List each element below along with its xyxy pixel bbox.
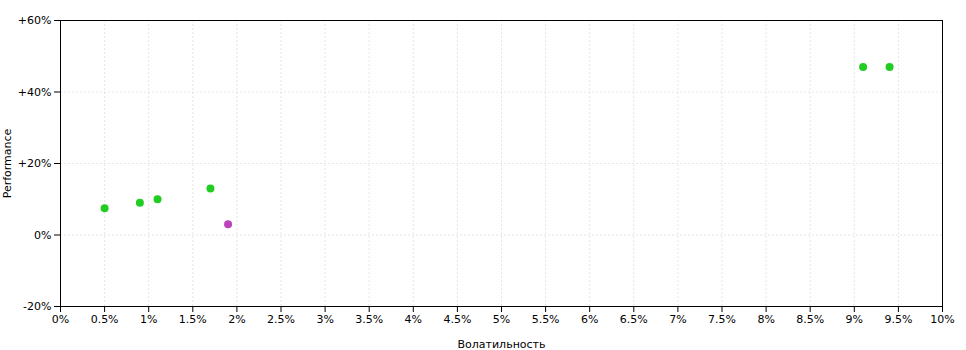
- svg-text:4%: 4%: [405, 313, 422, 326]
- svg-text:+60%: +60%: [18, 14, 52, 27]
- svg-text:8.5%: 8.5%: [796, 313, 824, 326]
- svg-text:9%: 9%: [846, 313, 863, 326]
- svg-text:6.5%: 6.5%: [620, 313, 648, 326]
- svg-text:Performance: Performance: [1, 128, 14, 198]
- svg-text:+40%: +40%: [18, 86, 52, 99]
- svg-text:9.5%: 9.5%: [884, 313, 912, 326]
- svg-text:+20%: +20%: [18, 157, 52, 170]
- svg-text:1.5%: 1.5%: [179, 313, 207, 326]
- svg-text:1%: 1%: [140, 313, 157, 326]
- svg-text:-20%: -20%: [23, 300, 51, 313]
- svg-text:2%: 2%: [228, 313, 245, 326]
- svg-text:7.5%: 7.5%: [708, 313, 736, 326]
- svg-text:5.5%: 5.5%: [532, 313, 560, 326]
- svg-text:8%: 8%: [757, 313, 774, 326]
- svg-text:2.5%: 2.5%: [267, 313, 295, 326]
- svg-text:4.5%: 4.5%: [443, 313, 471, 326]
- svg-text:0.5%: 0.5%: [91, 313, 119, 326]
- svg-text:5%: 5%: [493, 313, 510, 326]
- svg-text:0%: 0%: [52, 313, 69, 326]
- svg-text:0%: 0%: [34, 229, 51, 242]
- svg-text:6%: 6%: [581, 313, 598, 326]
- svg-text:10%: 10%: [930, 313, 954, 326]
- svg-text:3%: 3%: [316, 313, 333, 326]
- svg-text:7%: 7%: [669, 313, 686, 326]
- svg-text:3.5%: 3.5%: [355, 313, 383, 326]
- svg-text:Волатильность: Волатильность: [458, 338, 546, 350]
